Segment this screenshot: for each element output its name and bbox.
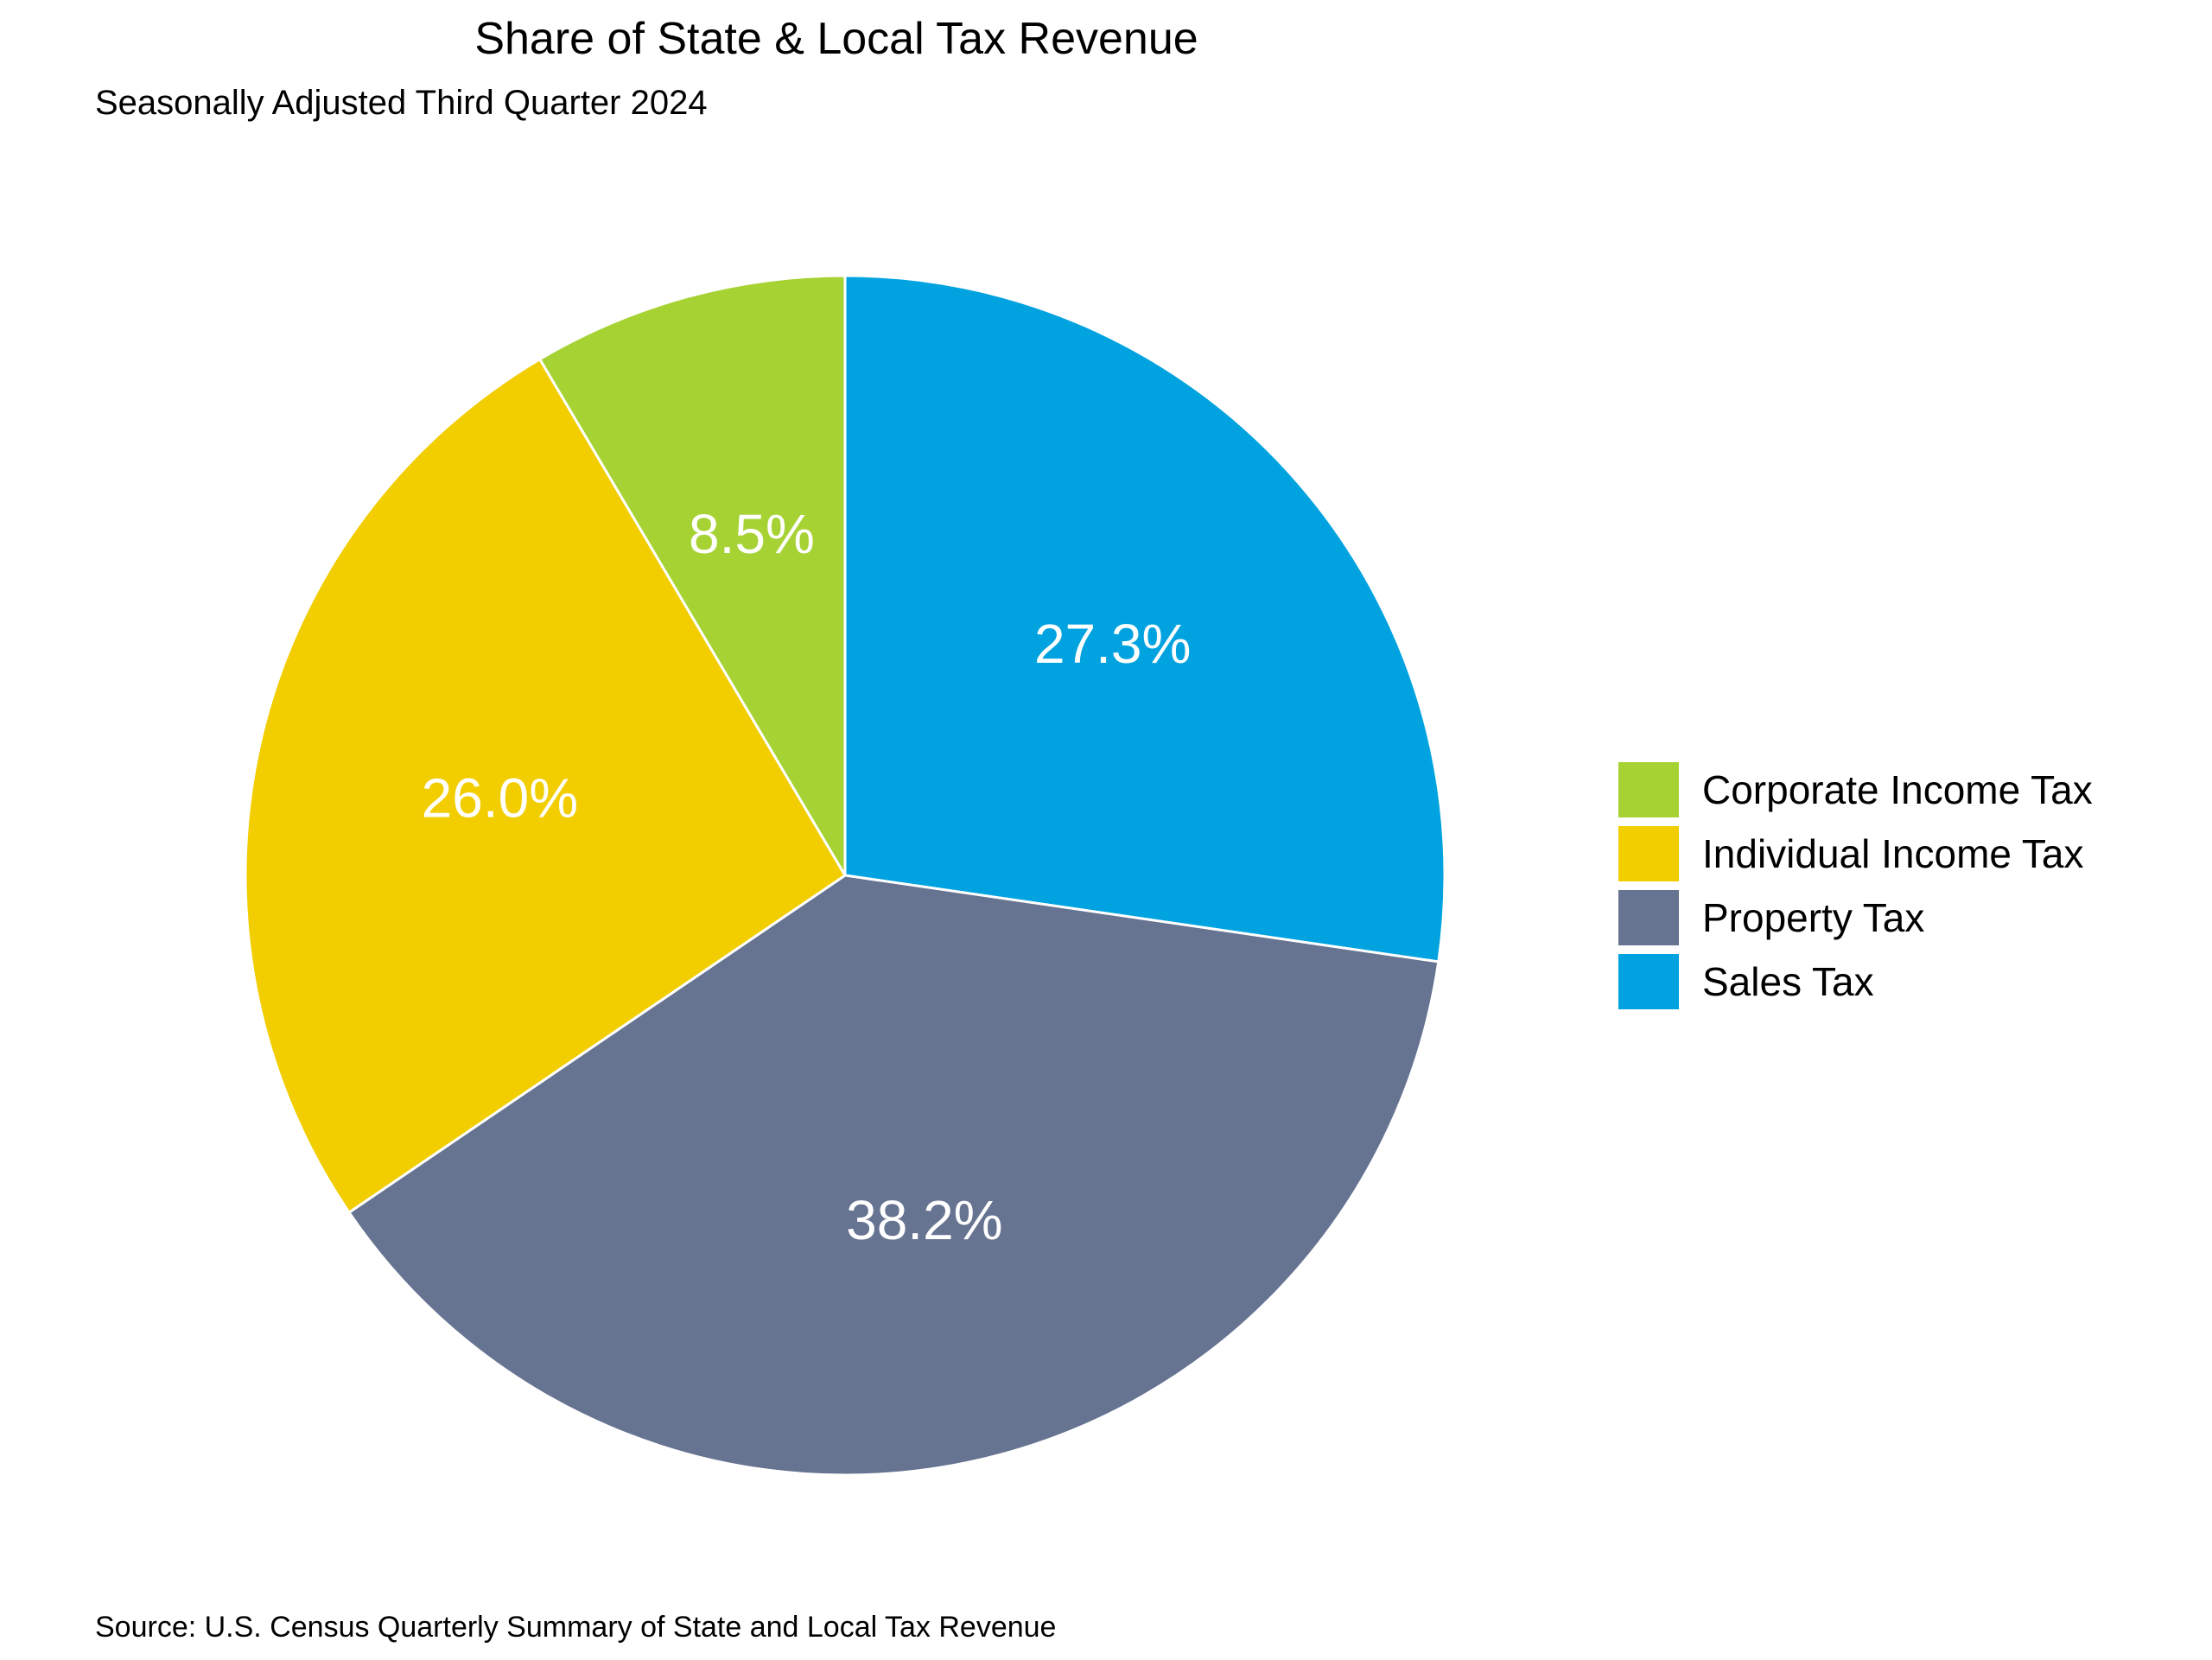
chart-source: Source: U.S. Census Quarterly Summary of… (95, 1611, 1056, 1644)
pie-slice-sales-tax (843, 274, 1446, 964)
legend-label-property-tax: Property Tax (1702, 895, 1924, 940)
legend: Corporate Income Tax Individual Income Ta… (1618, 762, 2093, 1009)
data-label-sales-tax: 27.3% (1034, 613, 1191, 675)
legend-label-sales-tax: Sales Tax (1702, 959, 1874, 1004)
pie-slice-corporate-income-tax (538, 274, 847, 877)
legend-swatch-sales-tax (1618, 954, 1679, 1009)
data-label-property-tax: 38.2% (846, 1189, 1002, 1251)
legend-swatch-corporate-income-tax (1618, 762, 1679, 817)
data-label-corporate-income-tax: 8.5% (689, 503, 815, 565)
pie-slices (244, 274, 1446, 1477)
legend-swatch-individual-income-tax (1618, 826, 1679, 881)
data-label-individual-income-tax: 26.0% (422, 767, 578, 830)
pie-data-labels: 27.3% 38.2% 26.0% 8.5% (422, 503, 1192, 1251)
pie-slice-property-tax (347, 874, 1440, 1477)
chart-title: Share of State & Local Tax Revenue (474, 14, 1198, 64)
legend-label-individual-income-tax: Individual Income Tax (1702, 831, 2084, 876)
pie-slice-individual-income-tax (244, 358, 847, 1214)
legend-label-corporate-income-tax: Corporate Income Tax (1702, 767, 2093, 812)
chart-subtitle: Seasonally Adjusted Third Quarter 2024 (95, 84, 708, 122)
legend-swatch-property-tax (1618, 890, 1679, 945)
